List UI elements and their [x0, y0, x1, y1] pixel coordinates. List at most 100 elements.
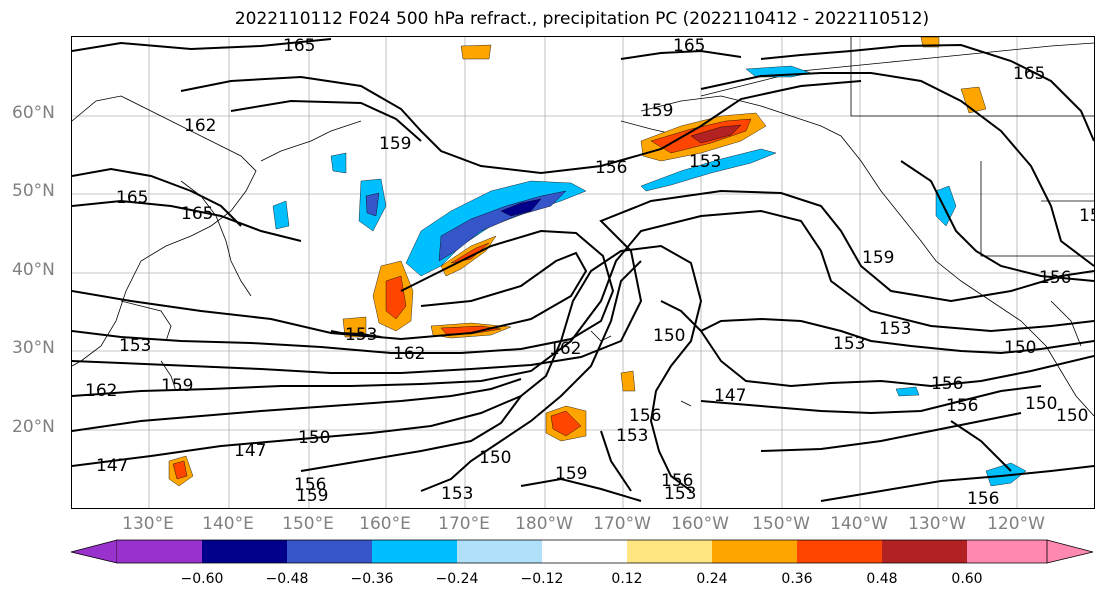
- positive-anomaly: [960, 86, 987, 114]
- contour-label: 153: [879, 319, 911, 339]
- contour-label: 165: [181, 204, 213, 224]
- colorbar-outline: [117, 539, 1047, 564]
- coastlines: [72, 37, 1094, 417]
- colorbar-segment: [712, 540, 797, 563]
- contour-label: 150: [653, 326, 685, 346]
- contour-label: 156: [294, 475, 326, 495]
- lon-label: 140°W: [830, 514, 888, 534]
- contour-label: 150: [298, 428, 330, 448]
- contour-label: 153: [689, 152, 721, 172]
- negative-anomaly: [935, 185, 957, 227]
- colorbar-tick-label: −0.24: [435, 571, 479, 587]
- colorbar-tick-label: −0.36: [350, 571, 394, 587]
- negative-anomaly: [365, 192, 380, 217]
- colorbar-segment: [627, 540, 712, 563]
- lon-label: 140°E: [202, 514, 254, 534]
- colorbar-tick-label: 0.24: [696, 571, 728, 587]
- negative-anomaly: [895, 386, 920, 397]
- contour-label: 150: [479, 448, 511, 468]
- lon-label: 160°W: [671, 514, 729, 534]
- contour-label: 150: [1025, 394, 1057, 414]
- colorbar-segment: [202, 540, 287, 563]
- contour-label: 159: [555, 464, 587, 484]
- contour-labels: 165 165 165 162 159 165 165 156 153 159 …: [85, 37, 1094, 508]
- lon-label: 150°E: [282, 514, 334, 534]
- lon-label: 170°W: [593, 514, 651, 534]
- contour-label: 153: [616, 426, 648, 446]
- contour-label: 153: [441, 484, 473, 504]
- contour-label: 156: [595, 158, 627, 178]
- positive-anomaly: [620, 370, 636, 392]
- lat-label-40n: 40°N: [12, 260, 55, 280]
- negative-anomaly: [330, 152, 347, 174]
- contour-label: 162: [184, 116, 216, 136]
- contour-label: 165: [283, 37, 315, 56]
- colorbar-tick-label: 0.36: [781, 571, 813, 587]
- contour-label: 153: [119, 336, 151, 356]
- lon-label: 170°E: [438, 514, 490, 534]
- lon-label: 130°W: [908, 514, 966, 534]
- colorbar-tick-label: −0.12: [520, 571, 564, 587]
- map-panel: 165 165 165 162 159 165 165 156 153 159 …: [71, 36, 1095, 509]
- precipitation-shading: [168, 37, 1027, 487]
- colorbar-extend-high: [1046, 539, 1094, 564]
- contour-label: 156: [931, 374, 963, 394]
- contour-label: 153: [664, 484, 696, 504]
- lat-label-30n: 30°N: [12, 338, 55, 358]
- positive-anomaly: [385, 275, 407, 320]
- graticule: [72, 37, 1094, 508]
- contour-label: 159: [1079, 206, 1094, 226]
- positive-anomaly: [440, 325, 502, 335]
- negative-anomaly: [500, 198, 542, 217]
- colorbar-segment: [542, 540, 627, 563]
- lon-label: 130°E: [122, 514, 174, 534]
- colorbar: [70, 539, 1094, 564]
- refractivity-contours: [72, 38, 1094, 502]
- colorbar-tick-label: −0.48: [265, 571, 309, 587]
- contour-label: 159: [641, 101, 673, 121]
- colorbar-extend-low: [70, 539, 118, 564]
- contour-label: 162: [549, 339, 581, 359]
- lon-label: 120°W: [987, 514, 1045, 534]
- contour-label: 159: [862, 248, 894, 268]
- contour-label: 159: [296, 486, 328, 506]
- contour-label: 156: [629, 406, 661, 426]
- contour-label: 147: [234, 441, 266, 461]
- contour-label: 156: [946, 396, 978, 416]
- contour-label: 156: [967, 489, 999, 508]
- negative-anomaly: [438, 190, 567, 262]
- contour-label: 156: [1039, 268, 1071, 288]
- negative-anomaly: [640, 148, 777, 192]
- colorbar-tick-label: −0.60: [180, 571, 224, 587]
- contour-label: 153: [345, 325, 377, 345]
- lon-label: 160°E: [359, 514, 411, 534]
- contour-label: 159: [161, 376, 193, 396]
- colorbar-tick-label: 0.12: [611, 571, 643, 587]
- positive-anomaly: [460, 44, 492, 60]
- contour-label: 165: [116, 188, 148, 208]
- colorbar-segment: [372, 540, 457, 563]
- contour-label: 162: [85, 381, 117, 401]
- contour-label: 147: [714, 386, 746, 406]
- colorbar-tick-label: 0.60: [951, 571, 983, 587]
- colorbar-segment: [117, 540, 202, 563]
- contour-label: 162: [393, 344, 425, 364]
- positive-anomaly: [690, 124, 742, 144]
- colorbar-segment: [967, 540, 1047, 563]
- lon-label: 180°W: [515, 514, 573, 534]
- contour-label: 153: [833, 334, 865, 354]
- map-plot: 165 165 165 162 159 165 165 156 153 159 …: [72, 37, 1094, 508]
- negative-anomaly: [272, 200, 290, 230]
- contour-label: 159: [379, 134, 411, 154]
- colorbar-segment: [797, 540, 882, 563]
- colorbar-tick-label: 0.48: [866, 571, 898, 587]
- colorbar-segment: [287, 540, 372, 563]
- contour-label: 147: [96, 456, 128, 476]
- contour-label: 150: [1004, 338, 1036, 358]
- contour-label: 165: [1013, 64, 1045, 84]
- contour-label: 165: [673, 37, 705, 56]
- lat-label-20n: 20°N: [12, 417, 55, 437]
- positive-anomaly: [172, 460, 188, 480]
- positive-anomaly: [550, 410, 582, 437]
- lat-label-50n: 50°N: [12, 181, 55, 201]
